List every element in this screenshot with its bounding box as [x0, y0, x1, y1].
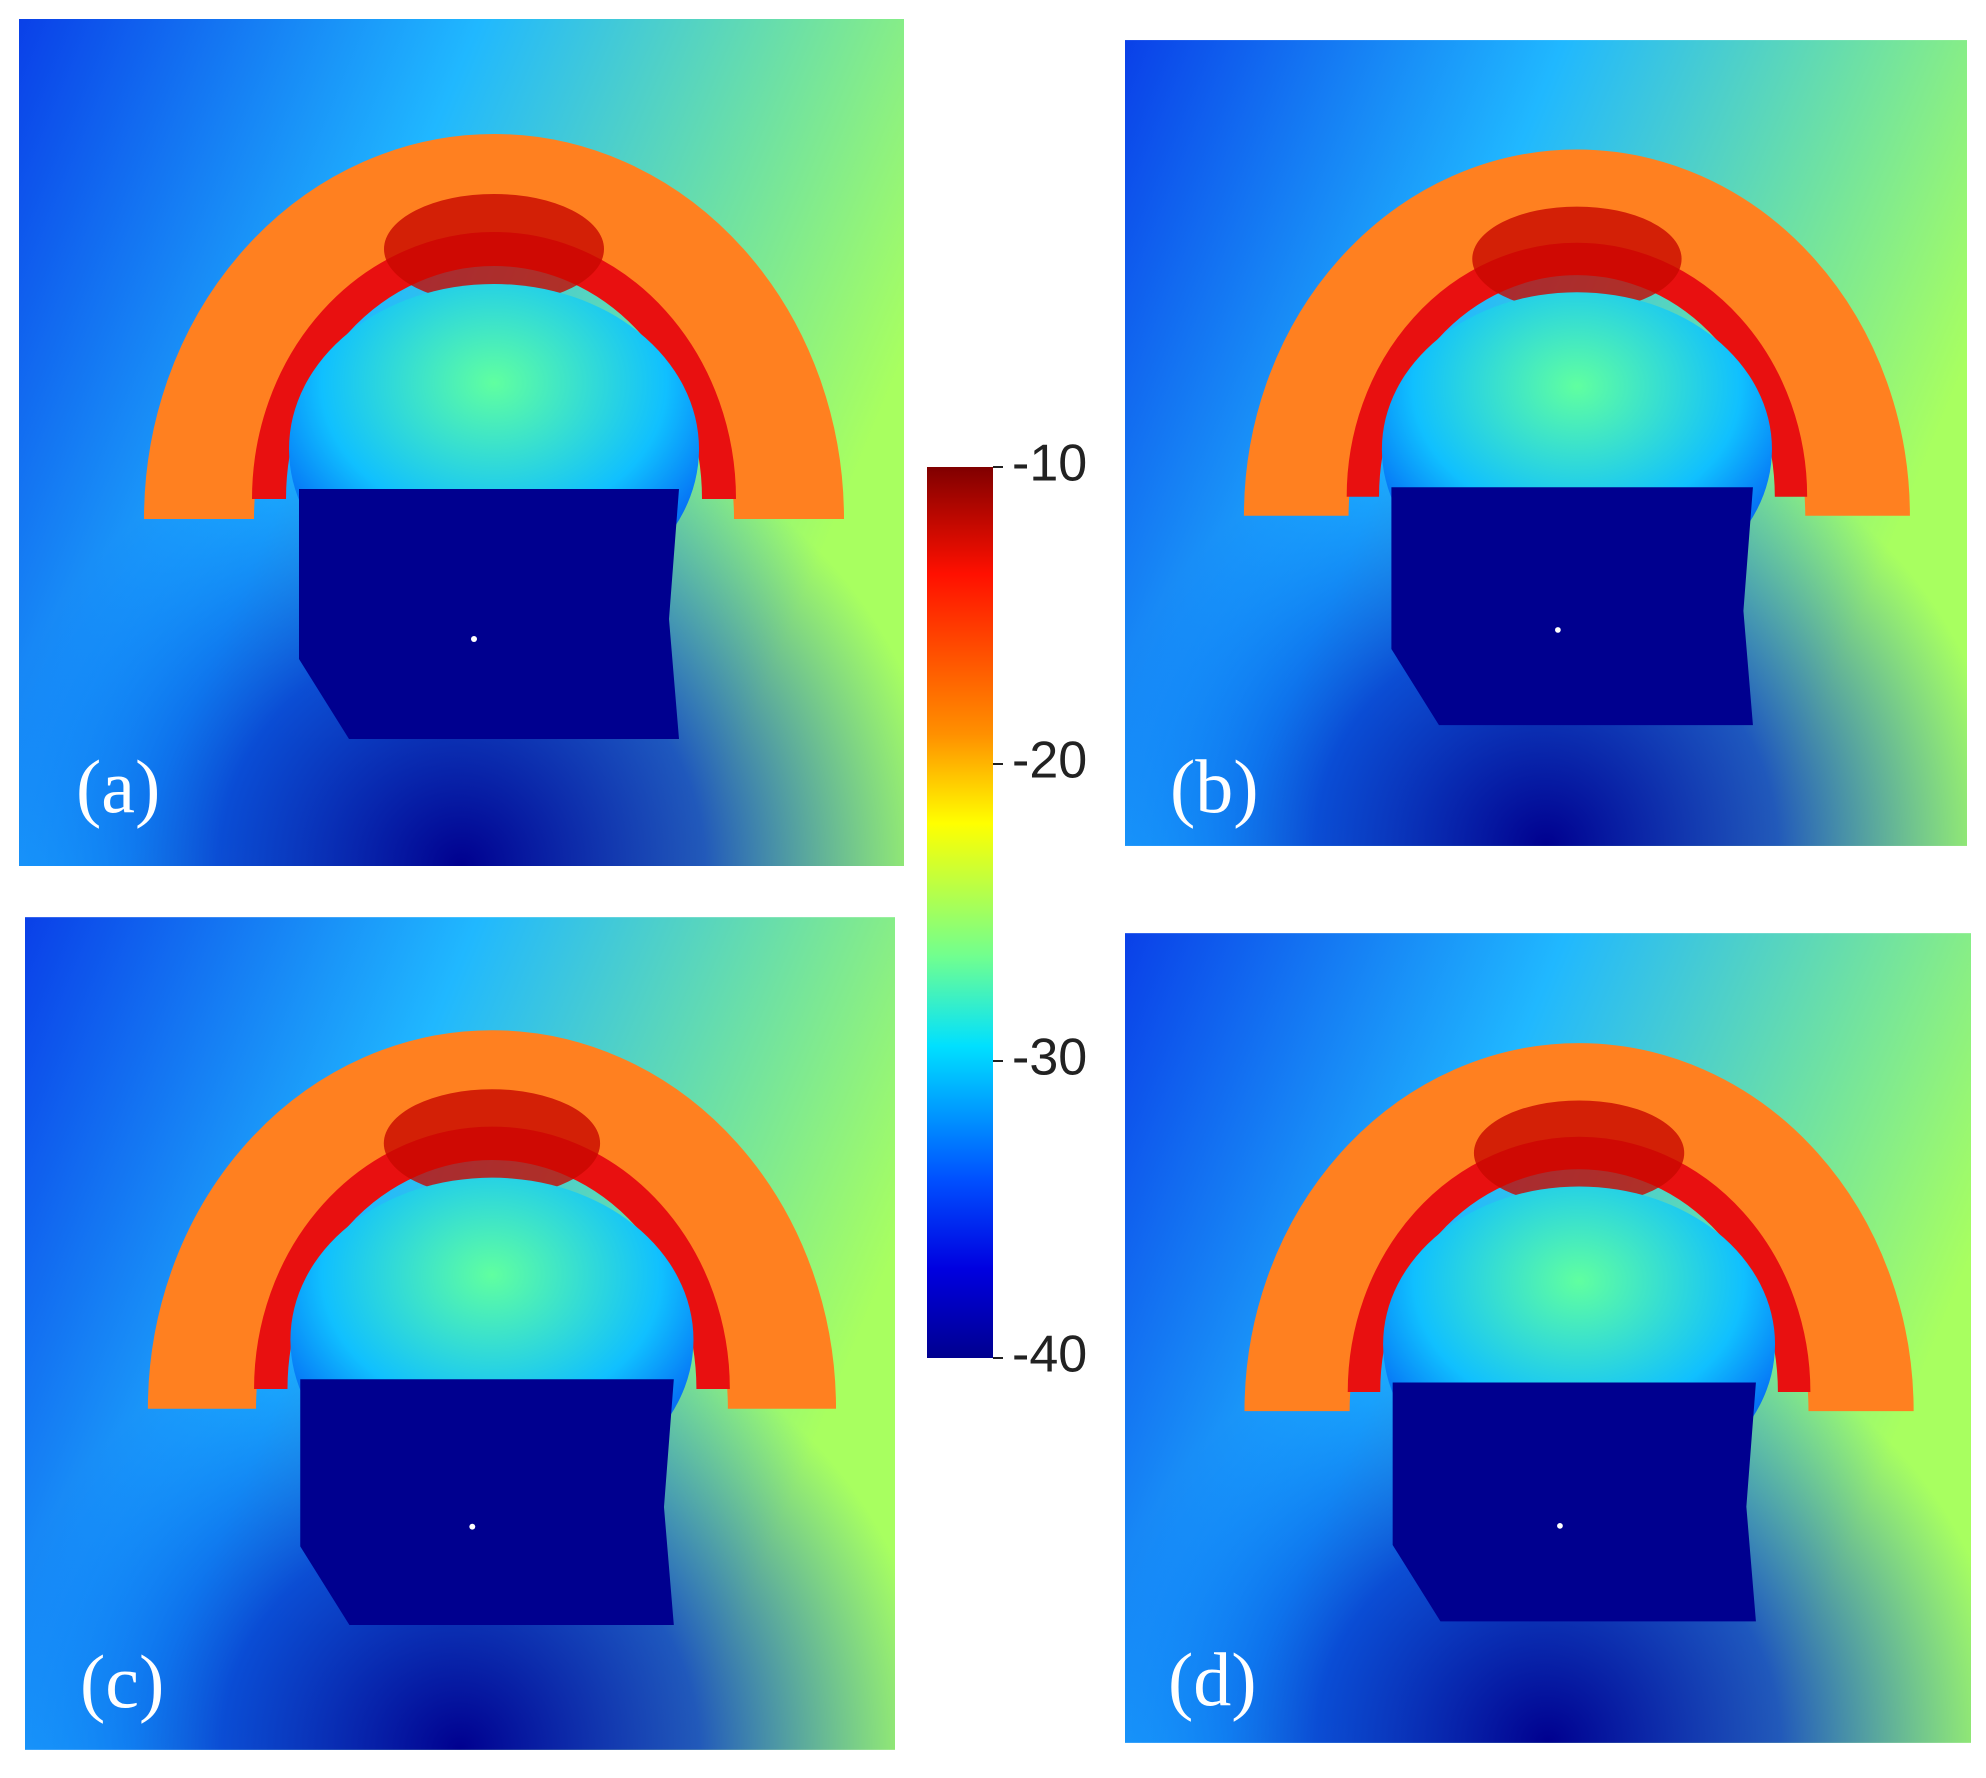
colorbar-tick-label: -20	[1012, 732, 1087, 790]
colorbar-tick-label: -30	[1012, 1029, 1087, 1087]
panel-label: (a)	[76, 745, 160, 829]
colorbar-tick-label: -10	[1012, 435, 1087, 493]
panel-label: (b)	[1170, 745, 1259, 829]
panel-d	[1125, 933, 1971, 1743]
panel-b	[1125, 40, 1967, 846]
panel-label: (c)	[80, 1640, 164, 1724]
colorbar	[927, 467, 993, 1358]
panel-c	[25, 917, 895, 1750]
panel-label: (d)	[1168, 1638, 1257, 1722]
colorbar-tick-label: -40	[1012, 1326, 1087, 1384]
panel-a	[19, 19, 904, 866]
